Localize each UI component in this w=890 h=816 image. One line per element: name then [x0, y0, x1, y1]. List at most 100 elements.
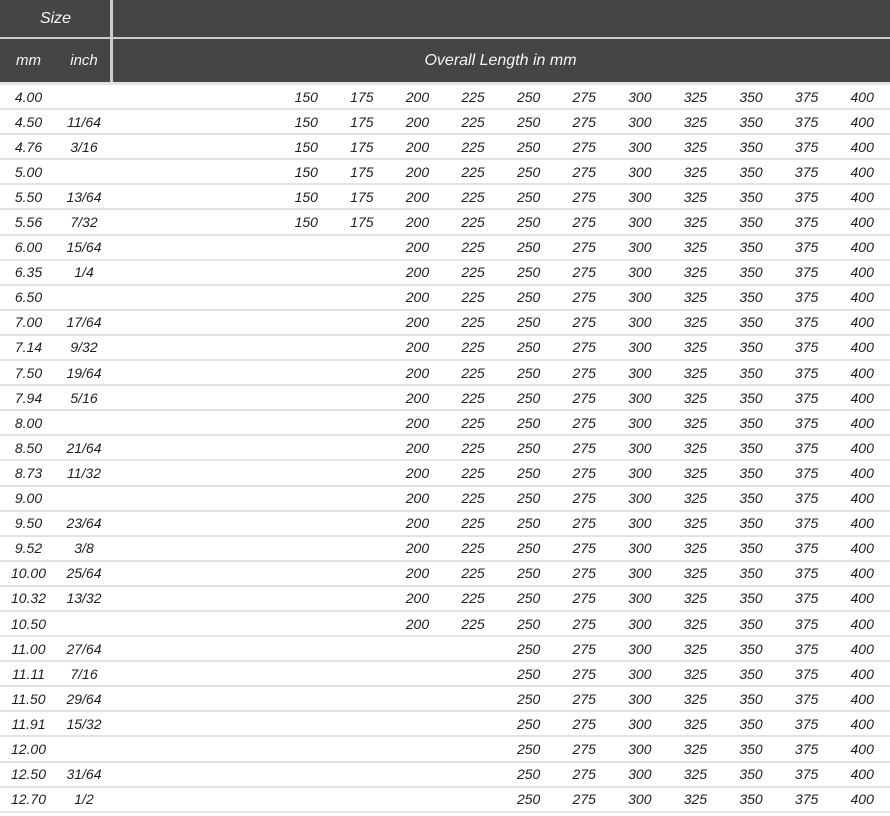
length-cell: 350	[739, 590, 763, 607]
length-cell: 300	[628, 715, 652, 732]
length-cell: 350	[739, 264, 763, 281]
length-cell: 325	[683, 665, 708, 682]
inch-size-cell: 15/32	[66, 715, 102, 732]
length-cell: 375	[794, 389, 819, 406]
length-cell: 375	[794, 515, 819, 532]
length-cell: 250	[516, 163, 541, 180]
length-cell: 250	[516, 766, 541, 783]
length-cell: 300	[628, 690, 652, 707]
length-cell: 400	[850, 640, 874, 657]
length-cell: 175	[350, 188, 374, 205]
inch-size-cell: 25/64	[66, 565, 102, 582]
length-cell: 325	[683, 766, 708, 783]
length-cell: 325	[683, 464, 708, 481]
header-vertical-divider	[110, 0, 113, 82]
length-cell: 275	[572, 214, 596, 231]
length-cell: 175	[350, 214, 374, 231]
length-values: 150 175 200 225 250 275 300 325 350 375 400	[111, 114, 890, 130]
mm-size-cell: 6.00	[14, 239, 43, 256]
length-cell: 225	[461, 364, 485, 381]
length-cell: 375	[794, 239, 819, 256]
length-cell: 250	[516, 188, 541, 205]
length-cell: 200	[405, 88, 430, 105]
length-cell: 400	[850, 239, 874, 256]
length-cell: 300	[628, 414, 652, 431]
length-cell: 225	[461, 439, 485, 456]
inch-size-cell: 7/16	[70, 665, 98, 682]
table-row: 4.00 150 175 200 225 250 275 300 325 350 375 400	[0, 85, 890, 111]
header-row-units: mm inch Overall Length in mm	[0, 39, 890, 82]
length-cell: 300	[628, 464, 652, 481]
inch-size-cell: 19/64	[66, 364, 102, 381]
length-cell: 350	[739, 339, 763, 356]
length-cell: 400	[850, 163, 874, 180]
table-row: 8.73 11/32 200 225 250 275 300 325 350 375 400	[0, 461, 890, 487]
length-cell: 175	[350, 138, 374, 155]
length-cell: 400	[850, 364, 874, 381]
length-cell: 350	[739, 439, 763, 456]
length-cell: 250	[516, 113, 541, 130]
length-cell: 325	[683, 188, 708, 205]
length-cell: 350	[739, 138, 763, 155]
length-cell: 325	[683, 113, 708, 130]
table-row: 11.50 29/64 250 275 300 325 350 375 400	[0, 687, 890, 713]
table-row: 4.76 3/16 150 175 200 225 250 275 300 325 350 375 40…	[0, 135, 890, 161]
length-values: 200 225 250 275 300 325 350 375 400	[111, 390, 890, 406]
mm-size-cell: 8.50	[14, 439, 43, 456]
length-cell: 400	[850, 414, 874, 431]
length-cell: 250	[516, 339, 541, 356]
length-cell: 250	[516, 88, 541, 105]
length-cell: 250	[516, 540, 541, 557]
length-cell: 225	[461, 188, 485, 205]
length-cell: 300	[628, 113, 652, 130]
length-cell: 300	[628, 163, 652, 180]
inch-size-cell: 7/32	[70, 214, 98, 231]
length-cell: 275	[572, 791, 596, 808]
length-cell: 150	[294, 188, 318, 205]
length-cell: 325	[683, 88, 708, 105]
length-cell: 350	[739, 615, 763, 632]
length-cell: 400	[850, 791, 874, 808]
length-cell: 200	[405, 264, 430, 281]
length-cell: 350	[739, 640, 763, 657]
length-cell: 300	[628, 88, 652, 105]
length-cell: 300	[628, 239, 652, 256]
overall-length-header: Overall Length in mm	[424, 51, 577, 69]
length-cell: 350	[739, 715, 763, 732]
length-cell: 250	[516, 715, 541, 732]
mm-size-cell: 4.76	[14, 138, 43, 155]
length-cell: 250	[516, 665, 541, 682]
length-cell: 200	[405, 464, 430, 481]
length-cell: 300	[628, 590, 652, 607]
length-cell: 400	[850, 389, 874, 406]
length-cell: 200	[405, 113, 430, 130]
mm-size-cell: 12.70	[10, 791, 47, 808]
length-cell: 200	[405, 389, 430, 406]
mm-size-cell: 7.94	[14, 389, 43, 406]
length-cell: 225	[461, 239, 485, 256]
length-cell: 400	[850, 214, 874, 231]
length-cell: 275	[572, 490, 596, 507]
length-cell: 400	[850, 188, 874, 205]
mm-size-cell: 12.00	[10, 740, 47, 757]
length-cell: 325	[683, 414, 708, 431]
mm-size-cell: 9.50	[14, 515, 43, 532]
length-cell: 200	[405, 339, 430, 356]
length-cell: 325	[683, 615, 708, 632]
mm-size-cell: 11.11	[12, 665, 45, 682]
length-cell: 200	[405, 138, 430, 155]
length-cell: 275	[572, 715, 596, 732]
length-values: 200 225 250 275 300 325 350 375 400	[111, 616, 890, 632]
length-values: 200 225 250 275 300 325 350 375 400	[111, 289, 890, 305]
length-cell: 300	[628, 339, 652, 356]
length-cell: 400	[850, 665, 874, 682]
table-row: 4.50 11/64 150 175 200 225 250 275 300 325 350 375 4…	[0, 110, 890, 136]
inch-size-cell: 21/64	[66, 439, 102, 456]
length-cell: 375	[794, 163, 819, 180]
length-cell: 375	[794, 188, 819, 205]
length-cell: 250	[516, 791, 541, 808]
length-cell: 375	[794, 665, 819, 682]
inch-size-cell: 1/2	[74, 791, 94, 808]
length-values: 200 225 250 275 300 325 350 375 400	[111, 415, 890, 431]
length-cell: 200	[405, 590, 430, 607]
